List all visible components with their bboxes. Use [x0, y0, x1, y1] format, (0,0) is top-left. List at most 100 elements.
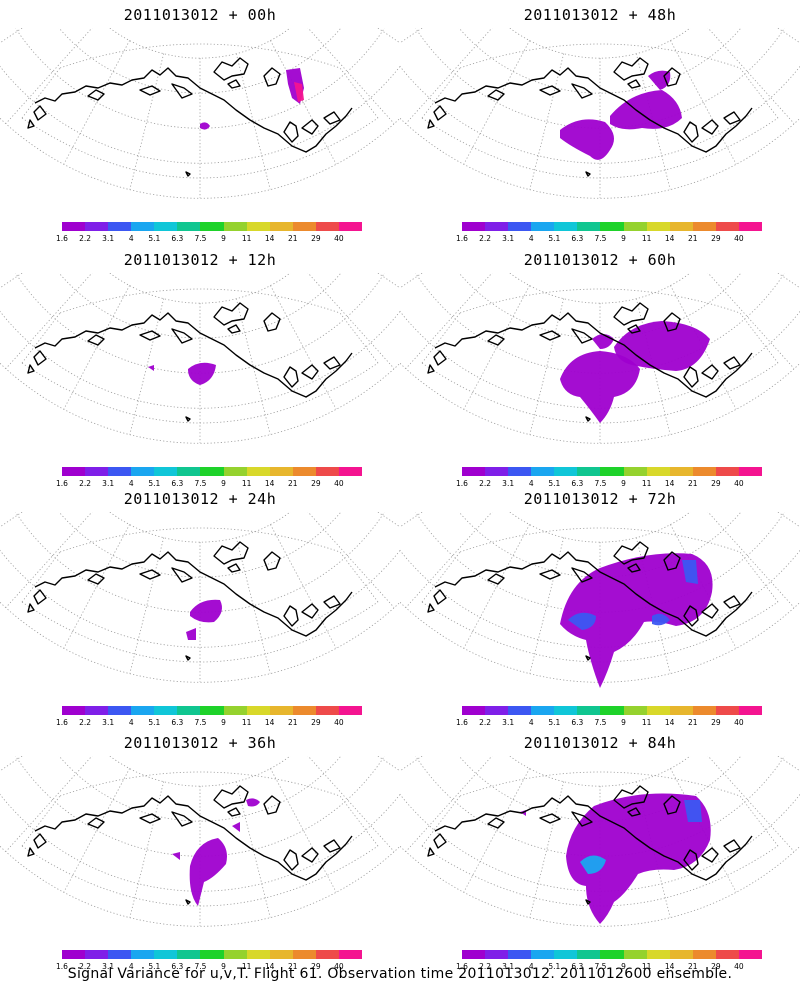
colorbar-swatch [692, 467, 716, 476]
colorbar-swatch [338, 706, 363, 715]
colorbar-swatch [200, 467, 224, 476]
colorbar-swatch [200, 706, 224, 715]
colorbar-swatch [508, 467, 532, 476]
colorbar-tick-label: 2.2 [79, 234, 92, 243]
map-gridlines [0, 756, 400, 927]
colorbar-tick-label: 7.5 [594, 479, 607, 488]
colorbar-swatch [85, 706, 109, 715]
colorbar-tick-label: 40 [334, 718, 344, 727]
signal-variance-contours [520, 793, 711, 924]
colorbar-tick-label: 29 [311, 479, 321, 488]
map-gridlines [0, 28, 400, 199]
colorbar-tick-label: 14 [664, 962, 675, 971]
colorbar-swatch [269, 950, 293, 959]
colorbar [462, 950, 763, 959]
map-36h [0, 756, 400, 927]
colorbar-swatch [485, 950, 509, 959]
colorbar-swatch [154, 467, 178, 476]
signal-variance-contours [148, 362, 216, 385]
coastlines [27, 785, 353, 905]
colorbar [62, 706, 363, 715]
colorbar-tick-label: 4 [528, 234, 534, 243]
colorbar-tick-label: 40 [734, 718, 744, 727]
colorbar-swatch [131, 706, 155, 715]
colorbar-swatch [292, 950, 316, 959]
colorbar-swatch [154, 706, 178, 715]
map-12h [0, 273, 400, 444]
map-60h [400, 273, 800, 444]
colorbar-swatch [85, 950, 109, 959]
colorbar-tick-label: 6.3 [171, 718, 184, 727]
colorbar-tick-label: 2.2 [479, 479, 492, 488]
colorbar-tick-label: 11 [241, 479, 252, 488]
colorbar-tick-label: 21 [287, 234, 298, 243]
colorbar-tick-label: 21 [687, 234, 698, 243]
map-gridlines [400, 28, 800, 199]
colorbar-swatch [508, 950, 532, 959]
colorbar-tick-label: 1.6 [456, 962, 468, 971]
colorbar-swatch [292, 222, 316, 231]
coastlines [427, 57, 753, 177]
colorbar-swatch [692, 222, 716, 231]
colorbar-tick-label: 29 [711, 718, 721, 727]
colorbar-tick-label: 5.1 [148, 718, 161, 727]
colorbar-tick-label: 40 [734, 962, 744, 971]
colorbar-swatch [738, 222, 763, 231]
map-72h [400, 512, 800, 688]
colorbar-swatch [646, 950, 670, 959]
colorbar-tick-label: 1.6 [56, 479, 68, 488]
colorbar-swatch [108, 222, 132, 231]
signal-variance-contours [172, 798, 260, 906]
colorbar-swatch [692, 706, 716, 715]
colorbar-tick-label: 21 [687, 479, 698, 488]
colorbar-labels: 1.6 2.2 3.1 4 5.1 6.3 7.5 9 11 14 21 29 40 [56, 479, 362, 489]
panel-84h: 2011013012 + 84h 1.6 2.2 3.1 4 5.1 6.3 7.5 9 11 1… [400, 728, 800, 975]
colorbar-swatch [669, 467, 693, 476]
colorbar-swatch [577, 467, 601, 476]
coastlines [27, 541, 353, 661]
colorbar-tick-label: 29 [711, 234, 721, 243]
colorbar-tick-label: 6.3 [571, 479, 584, 488]
colorbar-tick-label: 29 [311, 718, 321, 727]
colorbar-tick-label: 29 [711, 962, 721, 971]
colorbar-swatch [669, 222, 693, 231]
colorbar-tick-label: 1.6 [56, 962, 68, 971]
panel-title: 2011013012 + 84h [523, 734, 677, 752]
colorbar-tick-label: 40 [734, 479, 744, 488]
colorbar-tick-label: 2.2 [79, 479, 92, 488]
colorbar-tick-label: 11 [641, 962, 652, 971]
colorbar-swatch [715, 222, 739, 231]
colorbar-swatch [315, 467, 339, 476]
colorbar-tick-label: 1.6 [456, 234, 468, 243]
panel-00h: 2011013012 + 00h 1.6 2.2 3.1 4 5.1 6.3 7.5 9 11 1… [0, 0, 400, 247]
colorbar-labels: 1.6 2.2 3.1 4 5.1 6.3 7.5 9 11 14 21 29 40 [56, 234, 362, 244]
colorbar-tick-label: 21 [687, 718, 698, 727]
colorbar-tick-label: 3.1 [502, 234, 515, 243]
colorbar-swatch [554, 706, 578, 715]
colorbar-tick-label: 14 [264, 479, 275, 488]
colorbar-tick-label: 5.1 [148, 479, 161, 488]
panel-48h: 2011013012 + 48h 1.6 2.2 3.1 4 5.1 6.3 7.5 9 11 1… [400, 0, 800, 247]
colorbar-swatch [131, 222, 155, 231]
colorbar-swatch [623, 950, 647, 959]
colorbar-tick-label: 3.1 [102, 962, 115, 971]
colorbar-tick-label: 29 [311, 962, 321, 971]
colorbar-swatch [177, 950, 201, 959]
colorbar-tick-label: 11 [641, 234, 652, 243]
colorbar-tick-label: 2.2 [79, 718, 92, 727]
colorbar-swatch [646, 467, 670, 476]
colorbar-swatch [623, 706, 647, 715]
signal-variance-contours [560, 70, 682, 160]
colorbar-tick-label: 11 [241, 234, 252, 243]
colorbar-swatch [338, 950, 363, 959]
colorbar-tick-label: 21 [287, 962, 298, 971]
colorbar-swatch [692, 950, 716, 959]
colorbar-tick-label: 5.1 [548, 962, 561, 971]
colorbar-labels: 1.6 2.2 3.1 4 5.1 6.3 7.5 9 11 14 21 29 40 [456, 962, 762, 972]
signal-variance-contours [560, 321, 710, 423]
colorbar-tick-label: 7.5 [194, 234, 207, 243]
colorbar-swatch [508, 706, 532, 715]
colorbar-swatch [85, 222, 109, 231]
colorbar-tick-label: 2.2 [479, 962, 492, 971]
colorbar-tick-label: 2.2 [479, 718, 492, 727]
